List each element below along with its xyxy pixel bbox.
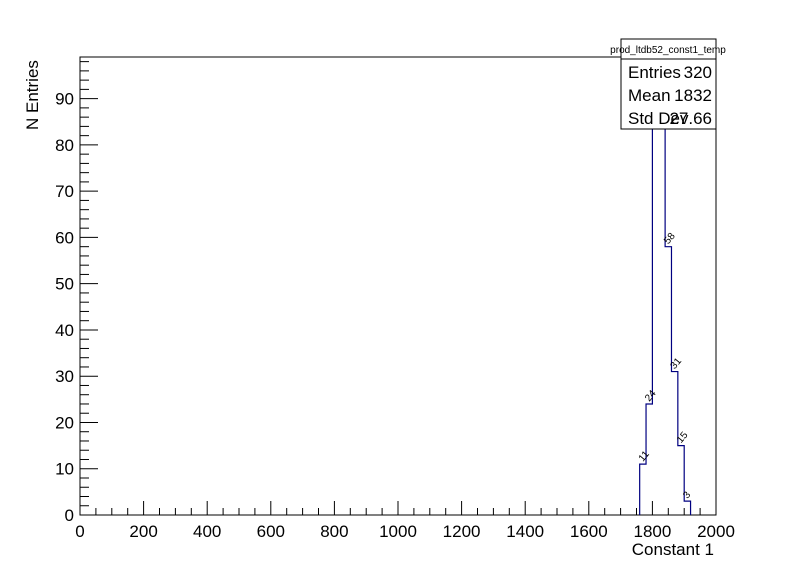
histogram-bars — [639, 56, 692, 515]
x-tick-label: 0 — [75, 522, 84, 541]
x-tick-label: 600 — [257, 522, 285, 541]
y-tick-label: 90 — [55, 90, 74, 109]
x-tick-label: 1600 — [570, 522, 608, 541]
y-tick-label: 0 — [65, 506, 74, 525]
y-tick-label: 70 — [55, 182, 74, 201]
stats-entries-value: 320 — [684, 63, 712, 82]
x-tick-label: 400 — [193, 522, 221, 541]
stats-stddev-name: Std Dev — [628, 109, 689, 128]
x-tick-label: 800 — [320, 522, 348, 541]
bin-count-label: 3 — [681, 489, 693, 501]
y-tick-label: 20 — [55, 413, 74, 432]
y-tick-label: 40 — [55, 321, 74, 340]
x-tick-label: 1000 — [379, 522, 417, 541]
axis-ticks: 0 200 400 600 800 1000 1200 1400 1600 1800 2000 0 10… — [55, 61, 735, 541]
x-axis-title: Constant 1 — [632, 540, 714, 559]
stats-stddev-value: 27.66 — [669, 109, 712, 128]
y-tick-label: 10 — [55, 460, 74, 479]
bin-count-label: 11 — [637, 449, 652, 464]
stats-box: prod_ltdb52_const1_temp Entries 320 Mean… — [610, 38, 726, 130]
x-tick-label: 1400 — [506, 522, 544, 541]
y-tick-label: 30 — [55, 367, 74, 386]
x-tick-label: 2000 — [697, 522, 735, 541]
histogram-outline — [639, 56, 692, 515]
stats-mean-value: 1832 — [674, 86, 712, 105]
x-tick-label: 1200 — [443, 522, 481, 541]
y-tick-label: 80 — [55, 136, 74, 155]
y-axis-title: N Entries — [23, 60, 42, 130]
stats-entries-name: Entries — [628, 63, 681, 82]
stats-mean-name: Mean — [628, 86, 671, 105]
x-tick-label: 1800 — [633, 522, 671, 541]
stats-box-frame — [620, 38, 717, 130]
y-tick-label: 50 — [55, 275, 74, 294]
y-tick-label: 60 — [55, 228, 74, 247]
bin-count-label: 24 — [643, 388, 659, 404]
x-tick-label: 200 — [129, 522, 157, 541]
stats-title: prod_ltdb52_const1_temp — [610, 45, 726, 56]
